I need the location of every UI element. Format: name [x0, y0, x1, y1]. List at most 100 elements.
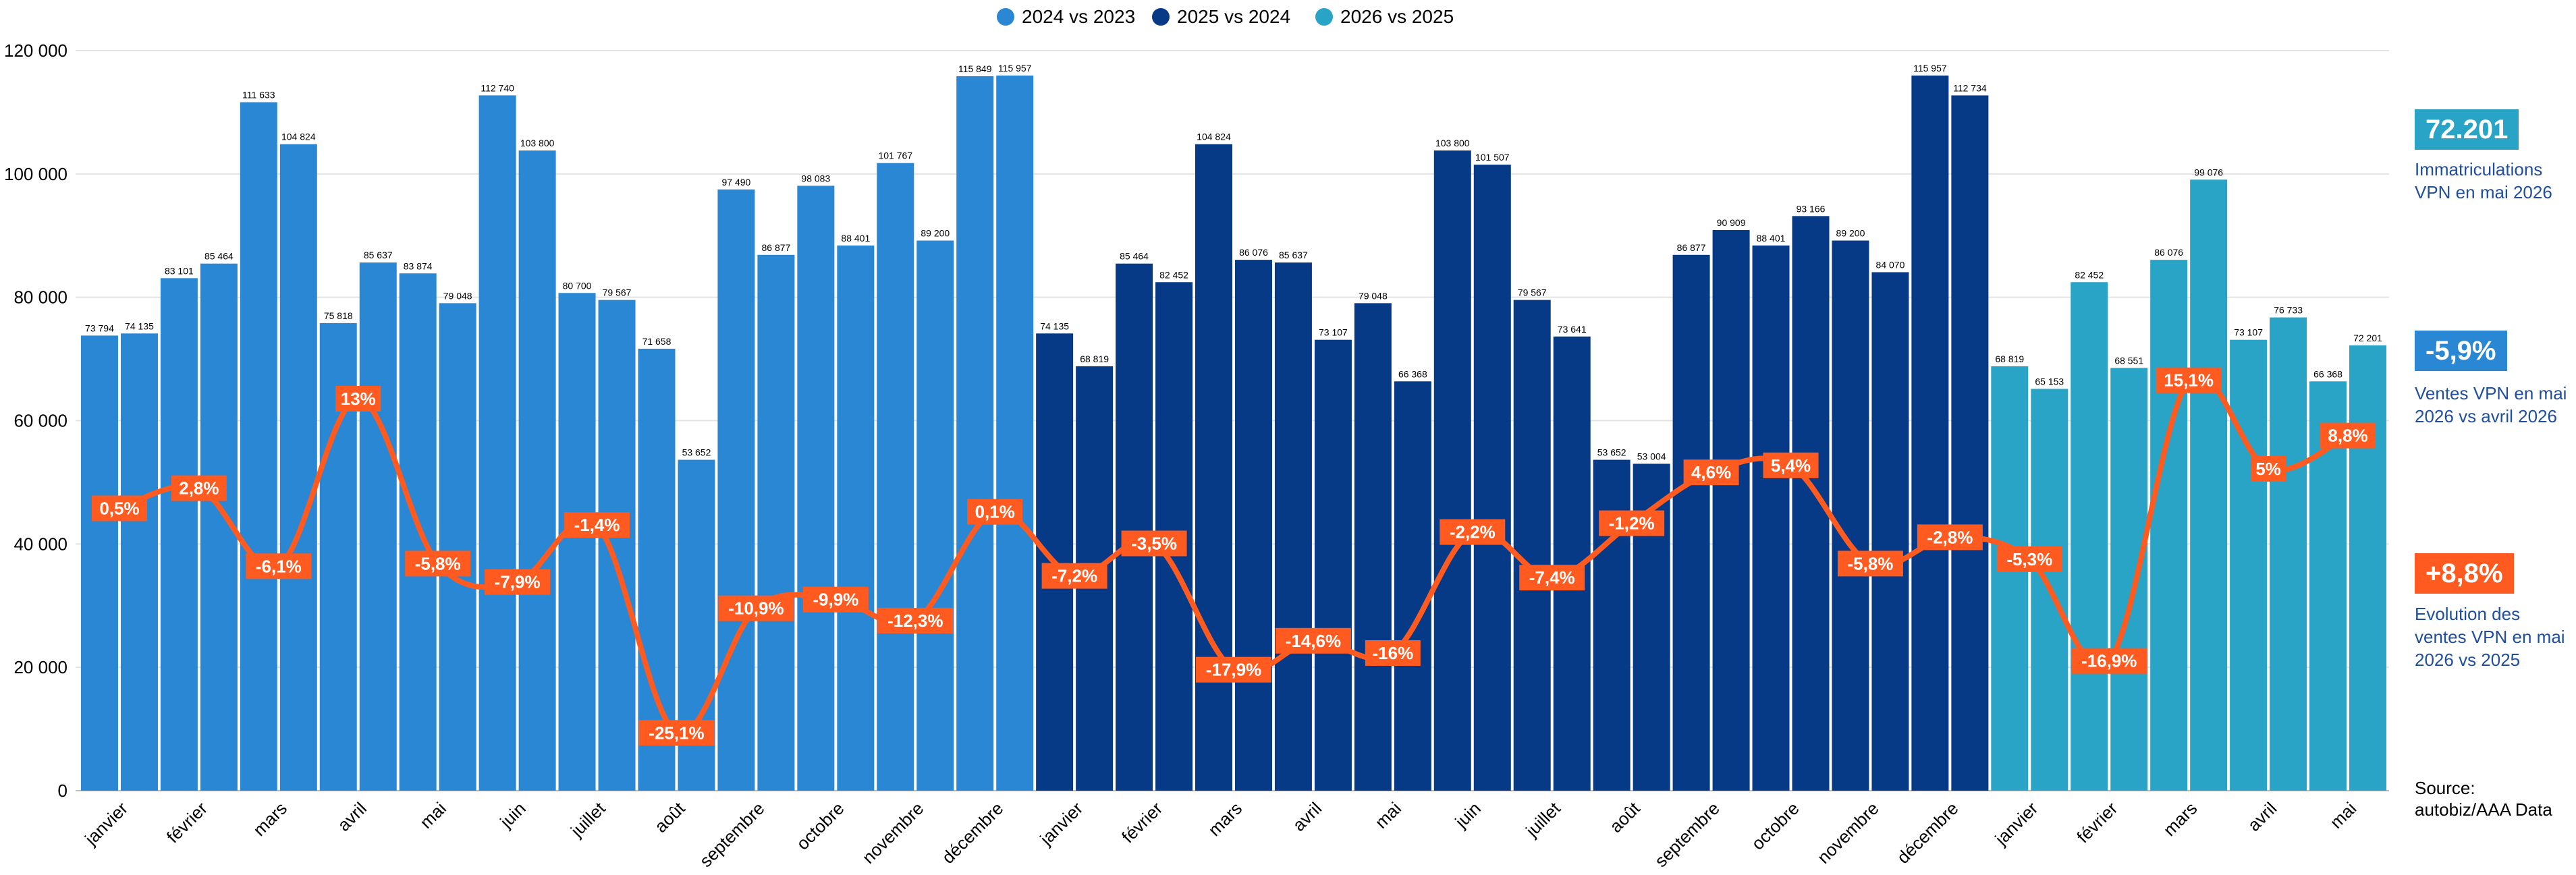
- bar-value-label: 66 368: [1398, 368, 1427, 379]
- x-tick-label: mai: [2326, 798, 2360, 832]
- bar-value-label: 111 633: [242, 89, 275, 100]
- change-label-box: [2320, 422, 2376, 449]
- bar-value-label: 99 076: [2194, 167, 2223, 177]
- change-label: -1,4%: [574, 515, 620, 535]
- bar-previous: [877, 163, 914, 791]
- x-tick-label: septembre: [1651, 798, 1724, 871]
- bar-value-label: 86 076: [2154, 247, 2183, 258]
- change-label: -5,3%: [2006, 549, 2052, 569]
- y-tick-label: 80 000: [13, 287, 67, 308]
- change-label: -16,9%: [2081, 651, 2137, 671]
- change-label-box: [91, 495, 147, 521]
- change-label: -1,2%: [1609, 513, 1655, 534]
- change-label-box: [2251, 456, 2286, 482]
- x-tick-label: février: [2073, 798, 2122, 847]
- change-label: -7,4%: [1529, 567, 1575, 588]
- x-tick-label: juin: [495, 798, 530, 832]
- y-tick-label: 120 000: [4, 40, 67, 61]
- x-tick-label: octobre: [1747, 798, 1803, 854]
- x-tick-label: janvier: [1035, 798, 1087, 849]
- bar-current: [2270, 317, 2307, 791]
- change-label-box: [1917, 524, 1983, 551]
- bar-previous: [1752, 245, 1790, 791]
- bar-current: [1951, 95, 1989, 791]
- change-label-box: [1275, 627, 1351, 654]
- y-tick-label: 40 000: [13, 534, 67, 554]
- change-label: 2,8%: [179, 478, 219, 499]
- x-tick-label: mars: [249, 798, 291, 840]
- bar-current: [2349, 345, 2387, 791]
- bar-value-label: 115 849: [958, 63, 992, 74]
- x-tick-label: juin: [1450, 798, 1485, 832]
- change-label: -2,8%: [1927, 527, 1973, 547]
- change-label: -2,2%: [1450, 522, 1496, 542]
- kpi-registrations-value: 72.201: [2415, 109, 2519, 150]
- x-tick-label: avril: [1288, 798, 1325, 835]
- change-label-box: [1121, 530, 1187, 557]
- bar-value-label: 85 637: [1279, 250, 1308, 260]
- change-label: -3,5%: [1131, 534, 1177, 554]
- bar-previous: [1832, 240, 1869, 791]
- bar-value-label: 75 818: [324, 310, 353, 321]
- bar-value-label: 83 874: [404, 260, 433, 271]
- x-tick-label: mars: [2159, 798, 2201, 840]
- bar-value-label: 88 401: [1757, 233, 1786, 244]
- change-label-box: [877, 607, 954, 633]
- legend-label: 2024 vs 2023: [1022, 6, 1135, 27]
- change-label: -12,3%: [887, 611, 943, 631]
- change-label-box: [564, 512, 630, 538]
- bar-value-label: 103 800: [520, 138, 555, 148]
- bar-value-label: 101 767: [878, 150, 912, 161]
- change-label-box: [718, 595, 794, 621]
- bar-current: [1712, 229, 1750, 791]
- legend-swatch: [1152, 8, 1170, 26]
- x-tick-label: mai: [416, 798, 450, 832]
- bar-value-label: 68 819: [1995, 354, 2024, 364]
- x-tick-label: juillet: [566, 797, 609, 841]
- bar-current: [837, 245, 875, 791]
- bar-current: [1235, 260, 1272, 791]
- y-tick-label: 60 000: [13, 411, 67, 431]
- change-label: -16%: [1373, 643, 1414, 663]
- change-label-box: [1440, 519, 1506, 545]
- bar-current: [518, 150, 556, 791]
- y-tick-label: 0: [58, 781, 67, 801]
- change-label: -7,9%: [495, 572, 541, 592]
- bar-value-label: 82 452: [1159, 269, 1188, 280]
- change-label-box: [171, 475, 227, 501]
- change-label-box: [967, 499, 1023, 525]
- kpi-monthly-change-text: Ventes VPN en mai 2026 vs avril 2026: [2415, 383, 2567, 426]
- bar-current: [1394, 381, 1431, 791]
- change-label: 4,6%: [1691, 462, 1731, 482]
- x-tick-label: avril: [333, 798, 371, 835]
- change-label-box: [638, 720, 715, 746]
- bar-value-label: 104 824: [1197, 132, 1231, 142]
- bar-current: [1314, 339, 1352, 791]
- x-tick-label: avril: [2243, 798, 2280, 835]
- x-tick-label: janvier: [80, 798, 132, 849]
- bar-current: [916, 240, 954, 791]
- bar-value-label: 53 652: [1597, 447, 1626, 458]
- change-label: -5,8%: [1847, 553, 1893, 573]
- bar-value-label: 79 048: [443, 290, 472, 301]
- bar-value-label: 98 083: [801, 173, 830, 184]
- change-label-box: [246, 553, 312, 580]
- bar-value-label: 68 819: [1080, 354, 1109, 364]
- bar-value-label: 53 004: [1637, 451, 1666, 461]
- change-label: 8,8%: [2328, 426, 2367, 446]
- x-tick-label: août: [1606, 797, 1645, 837]
- bar-previous: [1911, 75, 1949, 791]
- bar-value-label: 71 658: [642, 336, 672, 347]
- bar-current: [359, 262, 397, 791]
- change-label-box: [1519, 565, 1585, 591]
- bar-previous: [638, 348, 676, 791]
- change-label: -14,6%: [1286, 631, 1341, 651]
- change-label: -10,9%: [728, 598, 784, 619]
- bar-value-label: 97 490: [721, 177, 750, 188]
- bar-previous: [717, 189, 755, 791]
- x-tick-label: décembre: [1893, 798, 1963, 868]
- bar-value-label: 80 700: [563, 280, 592, 291]
- bar-value-label: 85 464: [1120, 251, 1149, 262]
- change-label-box: [1599, 510, 1665, 536]
